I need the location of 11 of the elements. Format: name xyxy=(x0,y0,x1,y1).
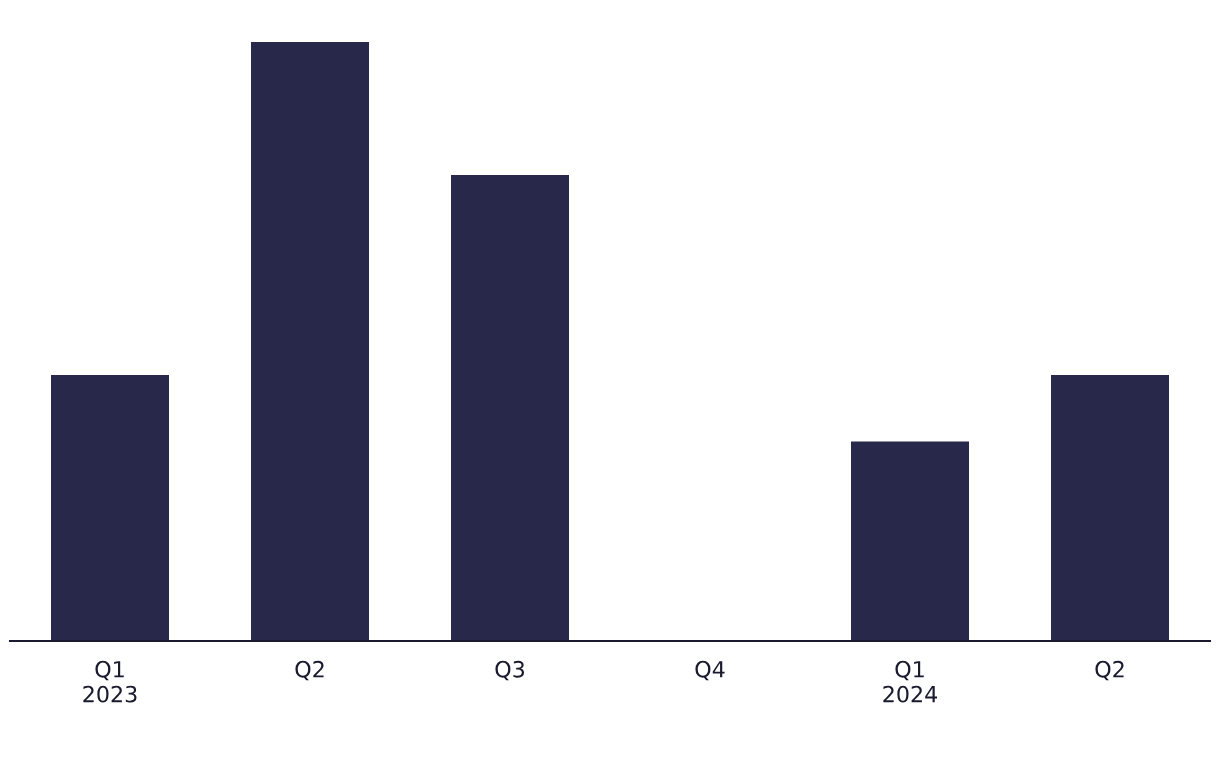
x-tick-label: Q3 xyxy=(495,660,525,681)
x-tick-label: Q4 xyxy=(695,660,725,681)
x-tick-label: Q2 xyxy=(1095,660,1124,681)
bar xyxy=(451,174,569,641)
x-tick-label: Q1 2024 xyxy=(883,660,938,703)
bar xyxy=(851,441,969,641)
bar xyxy=(1051,375,1169,641)
x-tick-label: Q2 xyxy=(295,660,324,681)
bar xyxy=(251,42,369,641)
bar xyxy=(51,375,169,641)
x-tick-label: Q1 2023 xyxy=(83,660,137,703)
